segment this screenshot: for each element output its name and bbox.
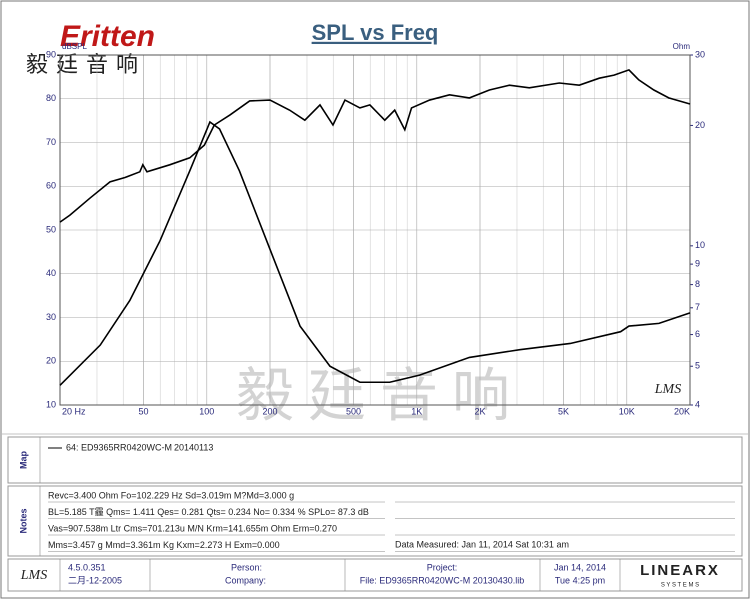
y-tick-label: 20 [46, 356, 56, 366]
x-tick-label: 100 [199, 406, 214, 416]
notes: Revc=3.400 Ohm Fo=102.229 Hz Sd=3.019m M… [48, 490, 735, 552]
chart-title: SPL vs Freq [312, 20, 439, 45]
date: Jan 14, 2014 [554, 562, 606, 572]
map-entry: 64: ED9365RR0420WC-M [66, 442, 172, 452]
y2-tick-label: 30 [695, 49, 705, 59]
y-tick-label: 30 [46, 312, 56, 322]
footer-brand-sub: S Y S T E M S [661, 583, 699, 589]
map-label: Map [18, 450, 28, 469]
notes-label: Notes [18, 508, 28, 533]
measured: Data Measured: Jan 11, 2014 Sat 10:31 am [395, 539, 569, 549]
x-tick-label: 20K [674, 406, 690, 416]
plot: 20 Hz 50 100 200 500 1K 2K 5K 10K 20K 10 20 30 40 50 60… [46, 49, 705, 416]
y2-tick-label: 5 [695, 361, 700, 371]
series-line [59, 68, 691, 223]
x-tick-label: 20 Hz [62, 406, 86, 416]
y2-axis-label: Ohm [673, 42, 691, 51]
badge: LMS [654, 382, 681, 397]
footer-logo: LMS [20, 568, 47, 583]
note-line: BL=5.185 T霾 Qms= 1.411 Qes= 0.281 Qts= 0… [48, 507, 369, 517]
person: Person: [231, 562, 262, 572]
y-tick-label: 70 [46, 137, 56, 147]
y-tick-label: 10 [46, 399, 56, 409]
logo-brand: Eritten [60, 20, 155, 53]
plot-frame [59, 54, 691, 406]
footer [7, 558, 743, 592]
y2-tick-label: 10 [695, 240, 705, 250]
watermark: 毅廷音响 [236, 363, 524, 428]
y-tick-label: 50 [46, 224, 56, 234]
y-axis-label: dBSPL [62, 42, 87, 51]
y2-tick-label: 9 [695, 259, 700, 269]
notes-panel [7, 485, 743, 557]
y2-tick-label: 7 [695, 302, 700, 312]
note-line: Vas=907.538m Ltr Cms=701.213u M/N Krm=14… [48, 523, 337, 533]
x-tick-label: 50 [139, 406, 149, 416]
build-date: 二月-12-2005 [68, 575, 122, 585]
logo-chinese: 毅廷音响 [26, 52, 146, 77]
map-date: 20140113 [174, 442, 213, 452]
series-line [59, 120, 691, 386]
version: 4.5.0.351 [68, 562, 106, 572]
y2-tick-label: 20 [695, 120, 705, 130]
y2-tick-label: 4 [695, 399, 700, 409]
project: Project: [427, 562, 458, 572]
y2-tick-label: 8 [695, 279, 700, 289]
footer-brand: LINEARX [640, 562, 720, 579]
x-tick-label: 10K [619, 406, 635, 416]
company: Company: [225, 575, 266, 585]
y-tick-label: 80 [46, 93, 56, 103]
time: Tue 4:25 pm [555, 575, 605, 585]
y-tick-label: 90 [46, 49, 56, 59]
note-line: Mms=3.457 g Mmd=3.361m Kg Kxm=2.273 H Ex… [48, 540, 280, 550]
map-panel [7, 436, 743, 484]
x-tick-label: 5K [558, 406, 569, 416]
x-tick-label: 1K [411, 406, 422, 416]
x-tick-label: 2K [474, 406, 485, 416]
y2-tick-label: 6 [695, 329, 700, 339]
y-tick-label: 40 [46, 268, 56, 278]
note-line: Revc=3.400 Ohm Fo=102.229 Hz Sd=3.019m M… [48, 490, 294, 500]
x-tick-label: 200 [262, 406, 277, 416]
x-tick-label: 500 [346, 406, 361, 416]
file: File: ED9365RR0420WC-M 20130430.lib [360, 575, 525, 585]
y-tick-label: 60 [46, 181, 56, 191]
